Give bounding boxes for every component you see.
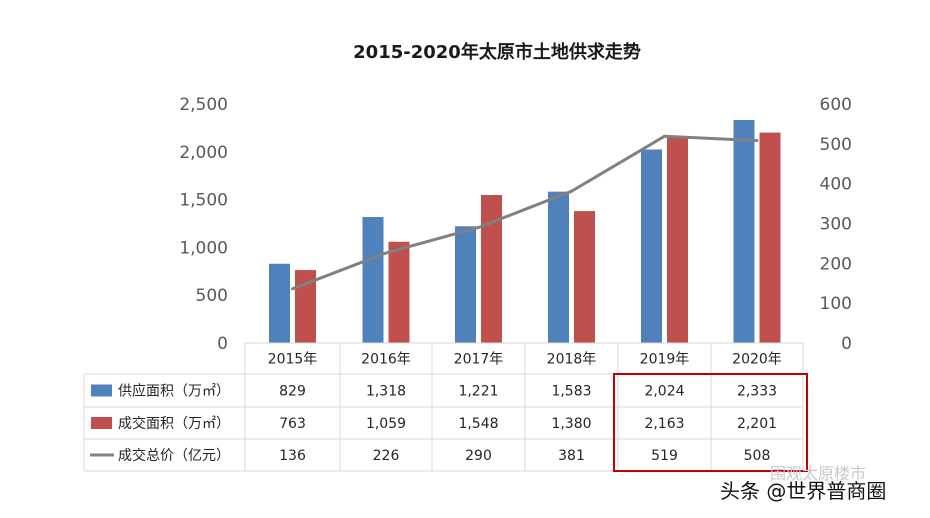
line-point bbox=[477, 225, 480, 229]
data-label: 829 bbox=[279, 384, 306, 400]
bar-deal bbox=[759, 132, 781, 343]
data-label: 226 bbox=[373, 448, 400, 464]
data-label: 1,380 bbox=[551, 416, 591, 432]
data-label: 290 bbox=[465, 448, 492, 464]
right-tick-label: 200 bbox=[820, 254, 852, 274]
data-label: 519 bbox=[651, 448, 678, 464]
data-label: 1,318 bbox=[366, 384, 406, 400]
legend-key-bar bbox=[91, 417, 112, 429]
line-point bbox=[755, 139, 759, 143]
bar-supply bbox=[548, 191, 569, 343]
series-name: 成交总价（亿元） bbox=[118, 447, 230, 464]
legend-key-bar bbox=[91, 384, 112, 397]
data-label: 1,583 bbox=[551, 384, 591, 400]
highlight-box bbox=[613, 373, 808, 472]
data-label: 1,548 bbox=[458, 416, 498, 432]
data-label: 2,024 bbox=[644, 384, 684, 400]
line-point bbox=[384, 251, 388, 255]
right-tick-label: 600 bbox=[820, 95, 852, 115]
left-axis: 0 500 1,000 1,500 2,000 2,500 bbox=[179, 95, 228, 354]
data-label: 2,201 bbox=[737, 416, 777, 432]
left-tick-label: 1,000 bbox=[179, 238, 228, 258]
right-axis: 0 100 200 300 400 500 600 bbox=[820, 95, 852, 354]
bars bbox=[269, 119, 781, 343]
left-tick-label: 500 bbox=[196, 286, 228, 306]
right-tick-label: 100 bbox=[820, 294, 852, 314]
bar-deal bbox=[574, 211, 595, 343]
category-label: 2017年 bbox=[454, 352, 504, 368]
watermark: 围观太原楼市 头条 @世界普商圈 bbox=[720, 464, 886, 503]
line-point bbox=[570, 189, 573, 193]
series-name: 供应面积（万㎡） bbox=[118, 383, 230, 400]
right-tick-label: 300 bbox=[820, 215, 852, 235]
watermark-main: 头条 @世界普商圈 bbox=[720, 479, 886, 503]
category-label: 2018年 bbox=[547, 352, 597, 368]
right-tick-label: 0 bbox=[841, 334, 852, 354]
bar-supply bbox=[455, 226, 476, 343]
data-label: 381 bbox=[558, 448, 585, 464]
category-label: 2019年 bbox=[640, 352, 690, 368]
highlight-rect bbox=[613, 373, 808, 472]
left-tick-label: 2,500 bbox=[179, 95, 228, 115]
bar-deal bbox=[295, 270, 316, 343]
right-tick-label: 400 bbox=[820, 175, 852, 195]
data-label: 763 bbox=[279, 416, 306, 432]
left-tick-label: 1,500 bbox=[179, 191, 228, 211]
watermark-secondary: 围观太原楼市 bbox=[770, 464, 866, 483]
bar-supply bbox=[269, 263, 290, 343]
series-name: 成交面积（万㎡） bbox=[118, 415, 230, 432]
category-label: 2016年 bbox=[361, 352, 411, 368]
data-label: 2,333 bbox=[737, 384, 777, 400]
right-tick-label: 500 bbox=[820, 135, 852, 155]
left-tick-label: 2,000 bbox=[179, 143, 228, 163]
data-label: 136 bbox=[279, 448, 306, 464]
data-label: 1,221 bbox=[458, 384, 498, 400]
data-label: 2,163 bbox=[644, 416, 684, 432]
bar-deal bbox=[667, 136, 688, 343]
line-total-price bbox=[291, 134, 758, 291]
bar-deal bbox=[481, 195, 502, 343]
left-tick-label: 0 bbox=[217, 334, 228, 354]
bar-supply bbox=[733, 119, 755, 343]
bar-deal bbox=[388, 241, 410, 343]
line-point bbox=[291, 287, 294, 291]
chart-title: 2015-2020年太原市土地供求走势 bbox=[353, 41, 641, 63]
line-point bbox=[663, 134, 666, 138]
category-label: 2015年 bbox=[268, 352, 318, 368]
bar-supply bbox=[362, 216, 384, 343]
data-label: 1,059 bbox=[366, 416, 406, 432]
category-label: 2020年 bbox=[732, 352, 782, 368]
line-series bbox=[291, 134, 759, 291]
data-label: 508 bbox=[744, 448, 771, 464]
bar-supply bbox=[641, 149, 662, 343]
